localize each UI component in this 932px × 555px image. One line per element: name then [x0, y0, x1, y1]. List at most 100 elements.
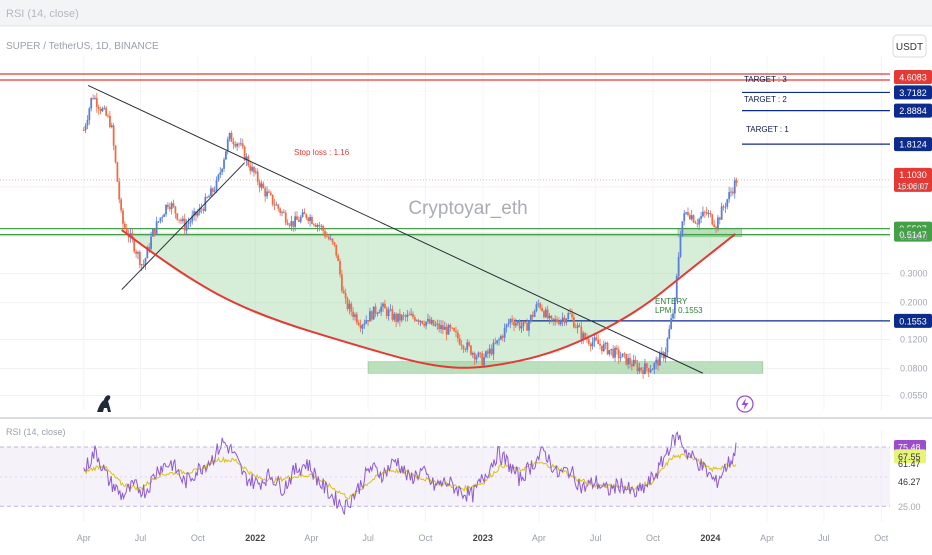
candle-body — [268, 191, 270, 193]
candle-body — [629, 357, 631, 364]
candle-body — [722, 206, 725, 208]
candle-body — [520, 326, 523, 329]
candle-body — [516, 321, 519, 324]
candle-body — [634, 359, 637, 364]
candle-body — [138, 252, 141, 266]
cup-fill-zone[interactable] — [121, 229, 736, 369]
candle-body — [528, 321, 530, 331]
candle-body — [131, 233, 134, 240]
candle-body — [687, 212, 689, 216]
candle-body — [410, 313, 413, 316]
candle-body — [419, 320, 422, 323]
price-axis[interactable]: 4.60833.71822.88841.81240.55970.51470.15… — [894, 69, 932, 401]
candle-body — [215, 179, 218, 191]
candle-body — [297, 219, 300, 222]
time-tick-label: Apr — [532, 533, 546, 543]
candle-body — [157, 221, 160, 223]
candle-body — [224, 151, 227, 160]
candle-body — [114, 145, 117, 163]
candle-body — [393, 313, 396, 320]
candle-body — [155, 221, 158, 234]
candle-body — [533, 310, 536, 317]
top-strip — [0, 0, 932, 26]
candle-body — [369, 311, 371, 322]
candle-body — [357, 322, 360, 326]
level-price-tag[interactable]: 0.1553 — [894, 313, 932, 328]
rsi-line — [83, 431, 737, 515]
rsi-value-tag[interactable]: 61.47 — [898, 459, 921, 469]
candle-body — [445, 326, 448, 335]
currency-button[interactable]: USDT — [892, 34, 927, 58]
level-price-tag[interactable]: 2.8884 — [894, 103, 932, 118]
symbol-title: SUPER / TetherUS, 1D, BINANCE — [6, 41, 159, 52]
candle-body — [200, 208, 203, 210]
candle-body — [436, 323, 439, 325]
level-price-tag[interactable]: 0.5147 — [894, 227, 932, 242]
candle-body — [395, 313, 398, 322]
candle-body — [88, 108, 91, 121]
tradingview-dino-icon[interactable] — [97, 395, 111, 412]
candle-body — [322, 225, 325, 232]
stop-loss-label: Stop loss : 1.16 — [294, 148, 350, 157]
rsi-value-tag[interactable]: 46.27 — [898, 477, 921, 487]
candle-body — [608, 350, 611, 355]
candle-body — [619, 357, 622, 359]
lightning-icon[interactable] — [736, 395, 754, 413]
support-zone[interactable] — [367, 361, 764, 374]
candle-body — [354, 314, 356, 317]
candle-body — [210, 188, 212, 197]
candle-body — [640, 367, 643, 371]
candle-body — [153, 228, 156, 234]
rsi-value-tag[interactable]: 67.55 — [894, 449, 926, 464]
candle-body — [464, 349, 467, 351]
candle-body — [492, 342, 495, 355]
trendline[interactable] — [121, 162, 245, 290]
time-tick-label: 2024 — [700, 533, 720, 543]
candle-body — [144, 258, 147, 265]
candle-body — [539, 303, 542, 308]
candle-body — [503, 327, 506, 338]
level-price-label: 1.8124 — [899, 140, 927, 150]
candle-body — [500, 336, 502, 340]
candle-body — [550, 315, 553, 319]
trendline[interactable] — [87, 84, 704, 374]
level-price-tag[interactable]: 3.7182 — [894, 85, 932, 100]
cup-curve[interactable] — [121, 229, 736, 369]
candle-body — [591, 341, 594, 347]
candle-body — [318, 224, 321, 227]
candle-body — [675, 276, 678, 299]
candle-body — [599, 344, 601, 346]
candle-body — [133, 239, 136, 252]
level-price-tag[interactable]: 4.6083 — [894, 69, 932, 84]
candle-body — [440, 325, 442, 330]
candle-body — [262, 183, 265, 189]
level-price-label: 0.1553 — [899, 316, 927, 326]
time-axis[interactable]: Apr Jul Oct 2022 Apr Jul Oct 2023 Apr Jul Oct 2024 A… — [77, 533, 889, 543]
candle-body — [245, 156, 248, 161]
candle-body — [378, 311, 381, 314]
price-tick-label: 0.5000 — [900, 232, 928, 242]
candle-body — [99, 108, 102, 112]
candle-body — [653, 363, 656, 370]
candle-body — [340, 274, 343, 291]
level-price-tag[interactable]: 1.8124 — [894, 137, 932, 152]
candle-body — [312, 223, 315, 225]
last-price-tag[interactable]: 1.1030 16:06:07 — [894, 167, 932, 192]
candle-body — [202, 209, 205, 211]
candle-body — [421, 320, 424, 324]
candle-body — [103, 107, 106, 109]
candle-body — [206, 197, 209, 198]
candle-body — [668, 328, 671, 339]
candle-body — [703, 211, 706, 213]
candle-body — [651, 369, 654, 371]
candle-body — [249, 165, 252, 171]
candle-body — [507, 323, 510, 325]
candle-body — [587, 339, 590, 344]
level-layer — [0, 73, 890, 322]
candle-body — [673, 298, 676, 314]
rsi-tick-label: 61.47 — [898, 459, 921, 469]
candle-body — [552, 318, 555, 321]
rsi-value-tag[interactable]: 25.00 — [898, 502, 921, 512]
price-tick-label: 0.2000 — [900, 298, 928, 308]
